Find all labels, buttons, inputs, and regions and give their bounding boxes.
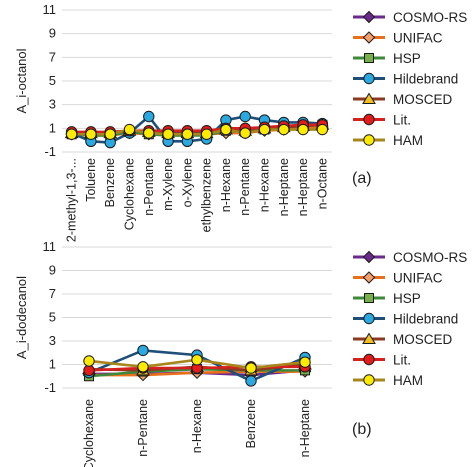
legend-label: Hildebrand [393,312,458,327]
y-tick-label: 1 [49,120,56,135]
legend-label: Lit. [393,353,411,368]
legend-label: MOSCED [393,92,453,107]
y-tick-label: 11 [43,2,57,17]
x-tick-label: n-Pentane [136,399,150,457]
x-tick-label: Benzene [103,158,117,207]
x-tick-label: m-Xylene [161,158,175,211]
x-tick-label: n-Hexane [258,158,272,212]
y-tick-label: 3 [49,333,56,348]
legend-label: HSP [393,51,421,66]
x-tick-label: n-Pentane [238,158,252,216]
legend-label: HAM [393,373,423,388]
x-tick-label: 2-methyl-1,3-... [65,158,79,242]
legend-label: UNIFAC [393,31,443,46]
legend-label: UNIFAC [393,271,443,286]
data-point-ham [297,123,309,136]
data-point-ham [239,127,251,139]
data-point-ham [200,128,213,140]
legend-label: HSP [393,291,421,306]
legend-label: HAM [393,133,423,148]
legend-label: COSMO-RS [393,250,467,265]
data-point-ham [245,362,257,374]
legend-marker [362,271,376,284]
x-tick-label: n-Hexane [219,158,233,212]
legend-label: MOSCED [393,332,453,347]
x-tick-label: n-Heptane [277,158,291,216]
x-tick-label: n-Heptane [298,399,312,457]
legend-marker [362,250,376,264]
chart-a: -1 1 3 5 7 9 11 A_i-octanol 2-methyl-1,3-... Tolu… [14,2,467,242]
legend-label: Lit. [393,113,411,128]
x-tick-label: Cyclohexane [123,158,137,230]
x-tick-label: Cyclohexane [82,399,96,467]
data-point-ham [83,355,95,367]
y-axis-label: A_i-dodecanol [14,276,29,359]
x-tick-label: Benzene [244,399,258,448]
data-point-ham [65,128,78,140]
legend-marker [362,10,376,24]
x-tick-label: n-Octane [315,158,329,209]
data-point-hildebrand [137,344,149,357]
data-point-ham [85,128,97,140]
legend-marker [363,113,375,126]
data-point-ham [104,128,116,140]
legend-label: Hildebrand [393,72,458,87]
y-tick-label: 5 [49,310,56,325]
x-tick-label: n-Hexane [190,399,204,453]
legend-label: COSMO-RS [393,10,467,25]
data-point-hildebrand [239,110,251,123]
data-point-ham [162,128,174,140]
data-point-hildebrand [245,375,257,387]
legend-marker [363,353,375,366]
data-point-ham [137,361,149,373]
legend-marker [362,92,376,104]
y-tick-label: 7 [49,286,56,301]
y-tick-label: 5 [49,73,56,88]
panel-label: (a) [352,170,372,187]
data-point-ham [299,356,311,368]
x-tick-label: ethylbenzene [200,158,214,232]
y-tick-label: 3 [49,97,56,112]
data-point-ham [191,354,203,366]
data-point-hildebrand [143,110,155,123]
data-point-ham [143,127,155,139]
data-point-ham [258,123,271,136]
data-point-ham [278,123,290,136]
y-axis-label: A_i-octanol [14,48,29,113]
panel-label: (b) [352,421,372,438]
y-tick-label: 9 [49,263,56,278]
data-point-lit- [83,364,95,377]
y-tick-label: -1 [44,144,56,159]
x-tick-label: o-Xylene [180,158,194,207]
legend-marker [364,53,374,63]
legend-marker [363,134,375,146]
legend-marker [364,293,374,303]
data-point-ham [123,123,136,136]
x-tick-label: Toluene [84,158,98,202]
y-tick-label: 11 [43,239,57,254]
y-tick-label: 7 [49,49,56,64]
y-tick-label: -1 [44,380,56,395]
x-tick-label: n-Pentane [142,158,156,216]
legend-marker [363,374,375,386]
legend-marker [362,31,376,44]
data-point-ham [181,128,194,140]
legend-marker [363,312,375,325]
data-point-ham [220,123,232,136]
y-tick-label: 1 [49,357,56,372]
legend-marker [362,332,376,344]
x-tick-label: n-Heptane [296,158,310,216]
chart-b: -1 1 3 5 7 9 11 A_i-dodecanol Cyclohexane n-Penta… [14,239,467,467]
legend-marker [363,72,375,85]
data-point-ham [316,123,329,136]
y-tick-label: 9 [49,26,56,41]
